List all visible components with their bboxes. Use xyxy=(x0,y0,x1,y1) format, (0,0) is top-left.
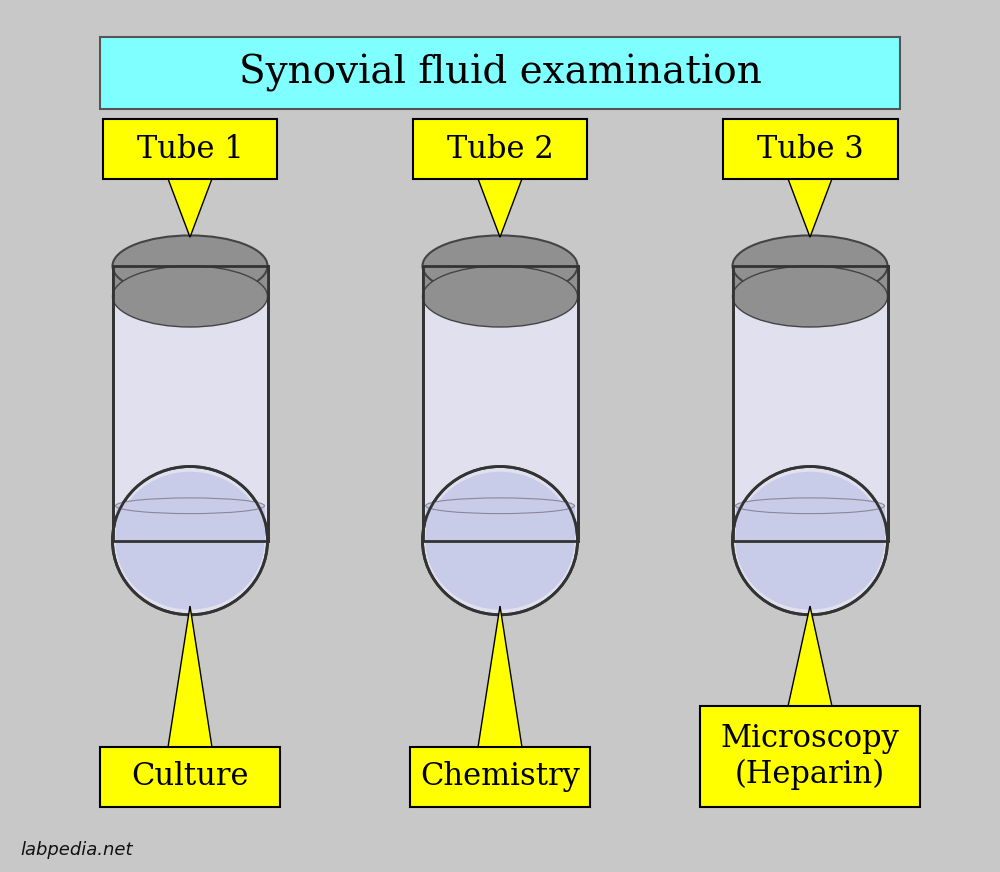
Ellipse shape xyxy=(112,467,268,615)
Ellipse shape xyxy=(426,498,574,514)
FancyBboxPatch shape xyxy=(732,266,888,541)
Ellipse shape xyxy=(736,498,885,514)
Text: Tube 2: Tube 2 xyxy=(447,133,553,165)
Ellipse shape xyxy=(426,472,574,610)
FancyBboxPatch shape xyxy=(732,266,888,296)
Polygon shape xyxy=(478,179,522,237)
FancyBboxPatch shape xyxy=(112,266,268,541)
Ellipse shape xyxy=(422,235,578,296)
Polygon shape xyxy=(168,606,212,747)
FancyBboxPatch shape xyxy=(426,506,574,541)
Text: Synovial fluid examination: Synovial fluid examination xyxy=(239,54,761,92)
Text: Chemistry: Chemistry xyxy=(420,761,580,793)
Polygon shape xyxy=(168,179,212,237)
FancyBboxPatch shape xyxy=(410,747,590,807)
Text: labpedia.net: labpedia.net xyxy=(20,841,132,859)
FancyBboxPatch shape xyxy=(100,747,280,807)
Ellipse shape xyxy=(422,467,578,615)
Ellipse shape xyxy=(112,266,268,327)
FancyBboxPatch shape xyxy=(103,119,277,179)
Ellipse shape xyxy=(422,266,578,327)
FancyBboxPatch shape xyxy=(112,266,268,296)
Ellipse shape xyxy=(732,235,888,296)
FancyBboxPatch shape xyxy=(100,37,900,109)
Ellipse shape xyxy=(112,235,268,296)
Text: Culture: Culture xyxy=(131,761,249,793)
FancyBboxPatch shape xyxy=(422,266,578,296)
Text: Microscopy
(Heparin): Microscopy (Heparin) xyxy=(721,723,899,790)
Text: Tube 3: Tube 3 xyxy=(757,133,863,165)
FancyBboxPatch shape xyxy=(722,119,898,179)
Ellipse shape xyxy=(732,266,888,327)
Ellipse shape xyxy=(116,498,264,514)
FancyBboxPatch shape xyxy=(736,506,885,541)
Text: Tube 1: Tube 1 xyxy=(137,133,243,165)
Polygon shape xyxy=(788,179,832,237)
FancyBboxPatch shape xyxy=(413,119,587,179)
Ellipse shape xyxy=(736,472,885,610)
Ellipse shape xyxy=(732,467,888,615)
Ellipse shape xyxy=(116,472,264,610)
FancyBboxPatch shape xyxy=(700,706,920,807)
FancyBboxPatch shape xyxy=(422,266,578,541)
Polygon shape xyxy=(788,606,832,706)
FancyBboxPatch shape xyxy=(116,506,264,541)
Polygon shape xyxy=(478,606,522,747)
